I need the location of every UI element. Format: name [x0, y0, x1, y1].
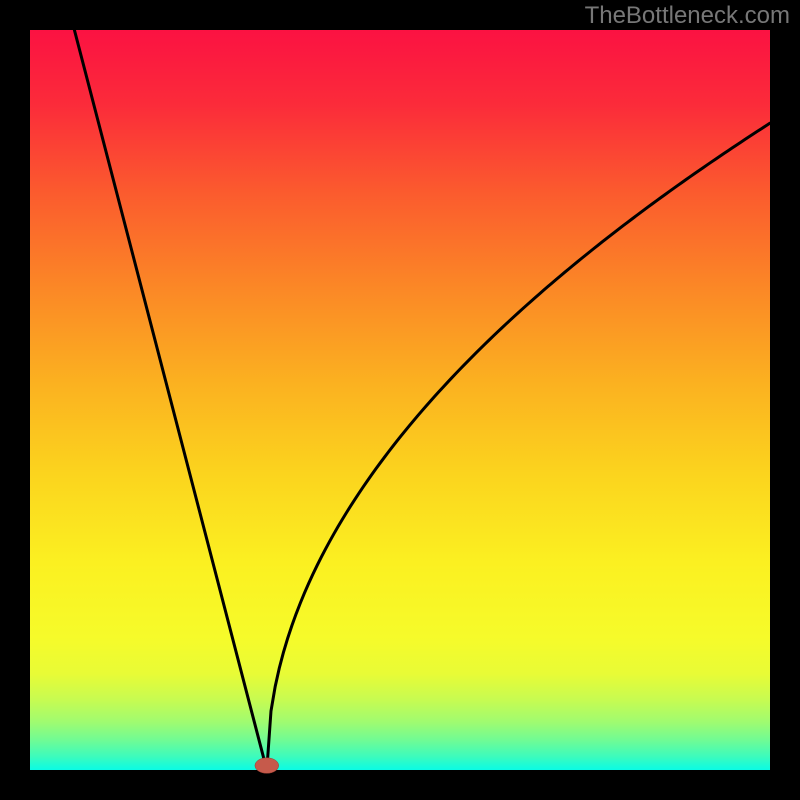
- chart-container: TheBottleneck.com: [0, 0, 800, 800]
- bottleneck-chart: [0, 0, 800, 800]
- watermark-text: TheBottleneck.com: [585, 2, 790, 30]
